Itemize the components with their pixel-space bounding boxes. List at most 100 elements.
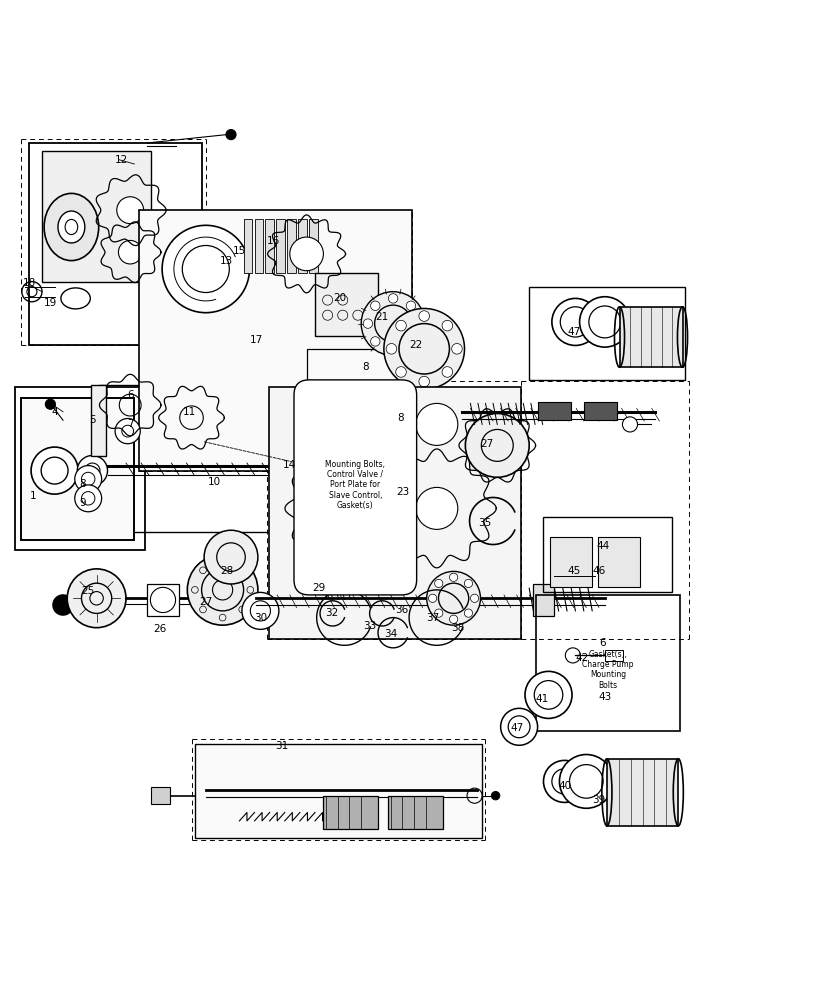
Circle shape bbox=[67, 569, 126, 628]
Circle shape bbox=[370, 301, 380, 310]
Text: 18: 18 bbox=[23, 278, 36, 288]
Bar bbox=[323, 796, 378, 829]
Circle shape bbox=[622, 417, 638, 432]
Circle shape bbox=[465, 579, 473, 588]
Text: 22: 22 bbox=[409, 340, 423, 350]
Circle shape bbox=[386, 344, 396, 354]
Circle shape bbox=[416, 403, 458, 445]
Text: 1: 1 bbox=[30, 491, 37, 501]
Text: 45: 45 bbox=[567, 566, 580, 576]
Text: 34: 34 bbox=[384, 629, 397, 639]
Text: 15: 15 bbox=[233, 246, 246, 256]
Circle shape bbox=[31, 447, 78, 494]
Circle shape bbox=[370, 337, 380, 346]
Text: 17: 17 bbox=[249, 335, 263, 345]
Circle shape bbox=[452, 344, 462, 354]
Ellipse shape bbox=[44, 193, 99, 261]
Text: 9: 9 bbox=[79, 498, 86, 508]
Text: 13: 13 bbox=[220, 256, 234, 266]
Circle shape bbox=[501, 708, 538, 745]
Text: 37: 37 bbox=[426, 613, 439, 623]
Text: 4: 4 bbox=[51, 407, 58, 417]
Text: 35: 35 bbox=[478, 518, 491, 528]
Polygon shape bbox=[139, 210, 412, 471]
Circle shape bbox=[396, 320, 407, 331]
Circle shape bbox=[323, 487, 365, 529]
Circle shape bbox=[491, 791, 500, 800]
Circle shape bbox=[449, 573, 458, 581]
Circle shape bbox=[449, 615, 458, 623]
Text: 20: 20 bbox=[333, 293, 347, 303]
Circle shape bbox=[580, 297, 630, 347]
Circle shape bbox=[226, 130, 236, 140]
Text: 7: 7 bbox=[127, 419, 134, 429]
Bar bbox=[605, 650, 623, 661]
Circle shape bbox=[396, 367, 407, 377]
Circle shape bbox=[407, 337, 416, 346]
Text: 28: 28 bbox=[220, 566, 234, 576]
Circle shape bbox=[413, 319, 423, 328]
Circle shape bbox=[75, 485, 102, 512]
Bar bbox=[147, 584, 179, 616]
Text: Gasket(s),
Charge Pump
Mounting
Bolts: Gasket(s), Charge Pump Mounting Bolts bbox=[582, 650, 634, 690]
Bar bbox=[388, 796, 443, 829]
Circle shape bbox=[204, 530, 258, 584]
Bar bbox=[533, 584, 554, 616]
Text: 46: 46 bbox=[592, 566, 606, 576]
Ellipse shape bbox=[60, 288, 90, 309]
Bar bbox=[315, 273, 378, 336]
Bar bbox=[15, 387, 145, 550]
Text: 10: 10 bbox=[207, 477, 221, 487]
Circle shape bbox=[419, 311, 429, 321]
Text: 26: 26 bbox=[153, 624, 166, 634]
Text: 30: 30 bbox=[254, 613, 267, 623]
Circle shape bbox=[419, 376, 429, 387]
Circle shape bbox=[361, 292, 425, 356]
Circle shape bbox=[115, 419, 140, 444]
Text: 8: 8 bbox=[397, 413, 404, 423]
Circle shape bbox=[187, 555, 258, 625]
Bar bbox=[21, 398, 134, 540]
Bar bbox=[255, 219, 263, 273]
Bar bbox=[151, 787, 170, 804]
Bar bbox=[598, 537, 640, 587]
Circle shape bbox=[242, 592, 279, 629]
Text: 38: 38 bbox=[451, 623, 465, 633]
Circle shape bbox=[363, 319, 373, 328]
Circle shape bbox=[45, 399, 55, 409]
Circle shape bbox=[77, 455, 108, 486]
Text: 14: 14 bbox=[283, 460, 297, 470]
Text: 27: 27 bbox=[480, 439, 494, 449]
Bar bbox=[287, 219, 296, 273]
Text: 12: 12 bbox=[115, 155, 129, 165]
Bar bbox=[244, 219, 252, 273]
Text: 41: 41 bbox=[535, 694, 549, 704]
Text: 6: 6 bbox=[599, 638, 606, 648]
Circle shape bbox=[118, 240, 142, 264]
Text: 25: 25 bbox=[81, 586, 95, 596]
Text: 43: 43 bbox=[598, 692, 612, 702]
Bar bbox=[265, 219, 274, 273]
Bar bbox=[606, 759, 679, 826]
Text: 8: 8 bbox=[362, 362, 369, 372]
Circle shape bbox=[552, 298, 599, 345]
Text: 5: 5 bbox=[89, 415, 96, 425]
Text: 33: 33 bbox=[363, 621, 376, 631]
Bar bbox=[538, 402, 571, 420]
Circle shape bbox=[434, 579, 443, 588]
Circle shape bbox=[470, 594, 479, 602]
Bar bbox=[584, 402, 617, 420]
Bar bbox=[29, 143, 202, 345]
Polygon shape bbox=[269, 387, 521, 639]
Circle shape bbox=[465, 413, 529, 477]
Circle shape bbox=[75, 466, 102, 492]
Text: 8: 8 bbox=[79, 479, 86, 489]
Ellipse shape bbox=[58, 211, 85, 243]
Text: 39: 39 bbox=[592, 795, 606, 805]
Bar bbox=[276, 219, 285, 273]
Text: 16: 16 bbox=[266, 236, 280, 246]
Circle shape bbox=[323, 403, 365, 445]
Circle shape bbox=[442, 367, 453, 377]
Text: 27: 27 bbox=[199, 597, 213, 607]
Text: 29: 29 bbox=[312, 583, 326, 593]
